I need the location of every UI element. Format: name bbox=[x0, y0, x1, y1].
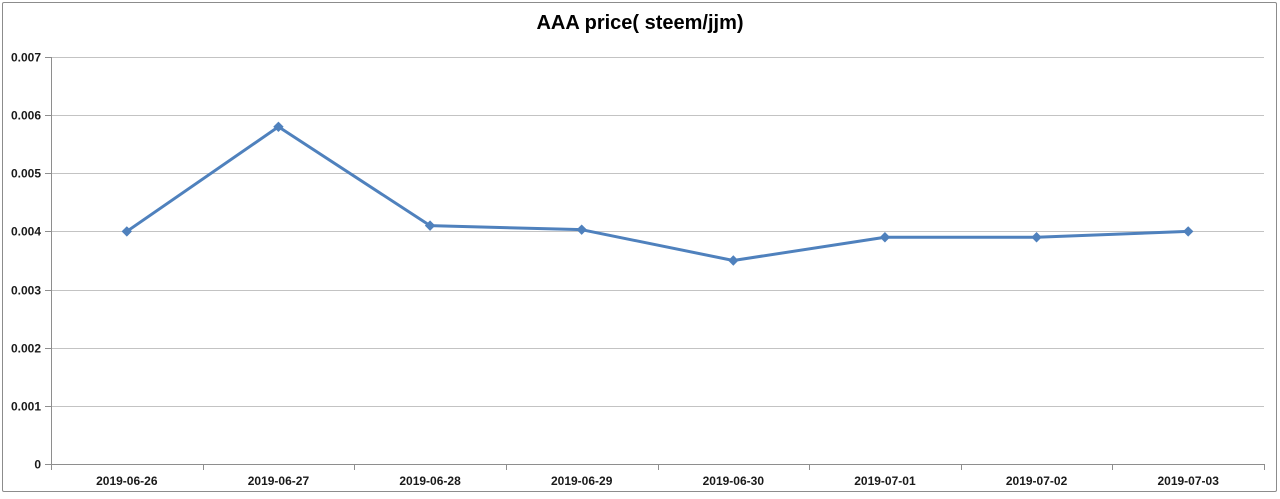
data-point-marker bbox=[273, 121, 284, 132]
x-tick-label: 2019-06-27 bbox=[248, 474, 310, 488]
data-point-marker bbox=[121, 226, 133, 237]
x-tick-label: 2019-07-02 bbox=[1006, 474, 1068, 488]
data-point-marker bbox=[1031, 232, 1042, 243]
y-tick-label: 0.002 bbox=[11, 342, 41, 356]
y-tick-label: 0.004 bbox=[11, 225, 41, 239]
y-tick-label: 0.007 bbox=[11, 51, 41, 65]
chart-title: AAA price( steem/jjm) bbox=[536, 12, 744, 34]
x-tick-label: 2019-06-28 bbox=[399, 474, 461, 488]
price-series-line bbox=[125, 125, 1190, 262]
data-point-marker bbox=[1182, 226, 1194, 237]
data-point-marker bbox=[728, 255, 739, 266]
y-tick-label: 0.003 bbox=[11, 284, 41, 298]
y-tick-label: 0.005 bbox=[11, 167, 41, 181]
x-tick-label: 2019-06-30 bbox=[703, 474, 765, 488]
data-point-marker bbox=[879, 232, 891, 243]
x-tick-label: 2019-07-03 bbox=[1157, 474, 1219, 488]
data-point-marker bbox=[424, 220, 436, 231]
y-tick-label: 0.006 bbox=[11, 109, 41, 123]
x-tick-label: 2019-06-29 bbox=[551, 474, 613, 488]
y-tick-label: 0.001 bbox=[11, 400, 41, 414]
x-tick-label: 2019-06-26 bbox=[96, 474, 158, 488]
data-point-marker bbox=[576, 224, 587, 235]
y-tick-label: 0 bbox=[34, 458, 41, 472]
x-tick-label: 2019-07-01 bbox=[854, 474, 916, 488]
